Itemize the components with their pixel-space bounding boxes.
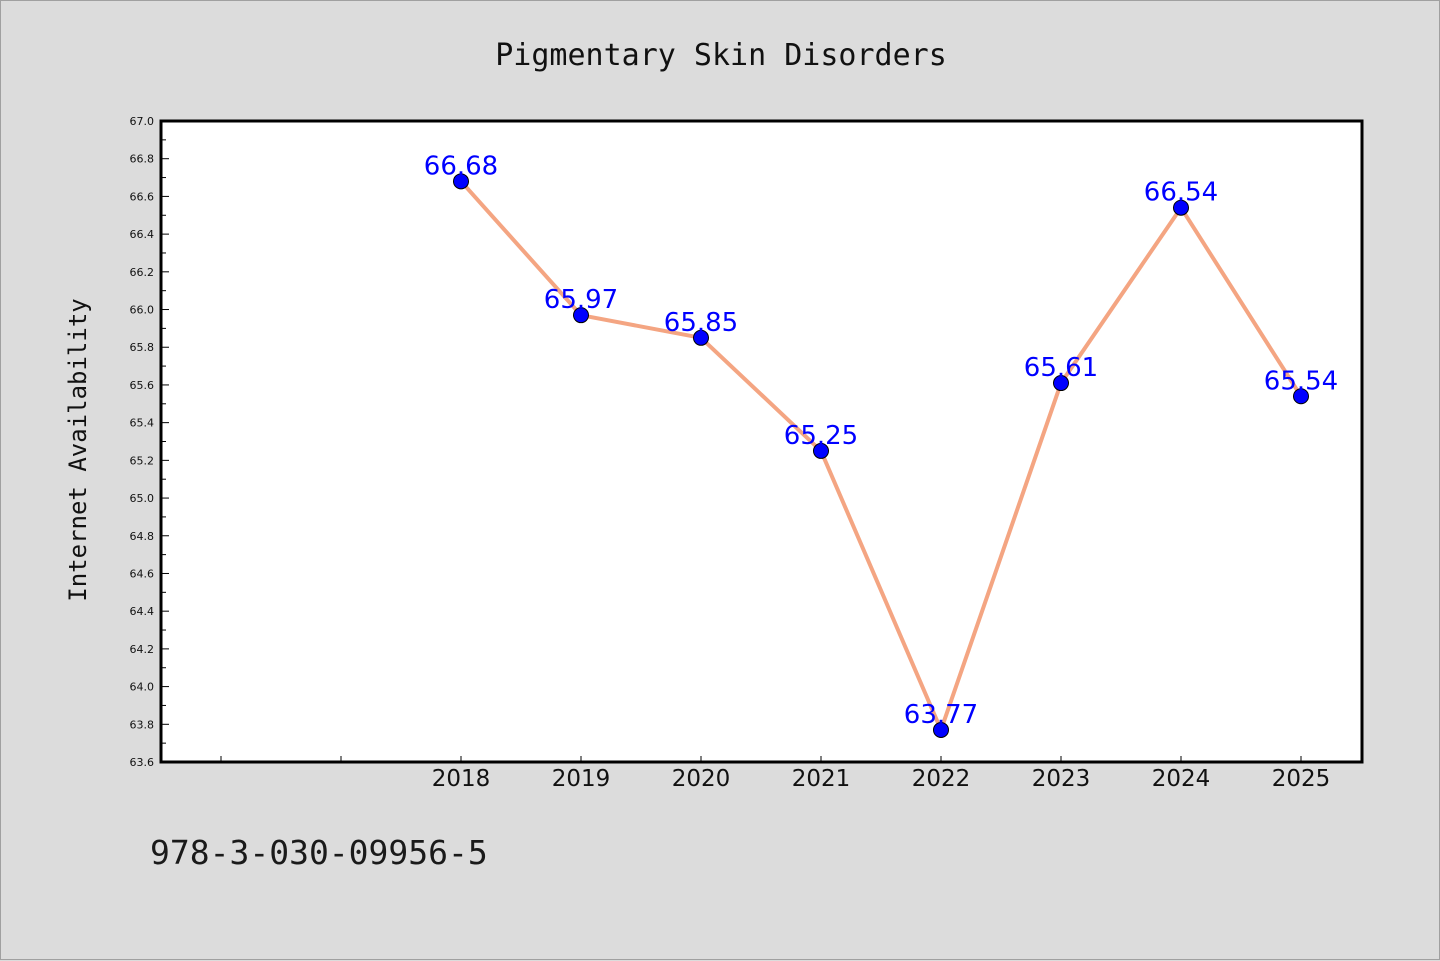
data-point-marker (693, 329, 709, 346)
x-tick-label: 2019 (552, 766, 611, 792)
y-tick-label: 63.8 (130, 718, 155, 731)
data-point-marker (933, 721, 949, 738)
y-axis-label: Internet Availability (64, 298, 92, 601)
data-point-marker (1293, 388, 1309, 405)
x-tick-label: 2020 (672, 766, 731, 792)
y-tick-label: 67.0 (130, 115, 155, 128)
isbn-code: 978-3-030-09956-5 (150, 833, 488, 872)
y-tick-label: 64.0 (130, 681, 155, 694)
data-label: 65.25 (784, 421, 858, 451)
y-tick-label: 65.4 (130, 417, 155, 430)
data-label: 65.54 (1264, 366, 1338, 396)
y-tick-label: 64.2 (130, 643, 155, 656)
plot-frame (159, 119, 1364, 764)
y-tick-label: 65.2 (130, 454, 155, 467)
y-tick-label: 64.6 (130, 567, 155, 580)
x-tick-label: 2021 (792, 766, 851, 792)
y-tick-label: 63.6 (130, 756, 155, 769)
series-line (459, 179, 1303, 732)
y-tick-label: 66.4 (130, 228, 155, 241)
x-tick-label: 2023 (1032, 766, 1091, 792)
series-group (453, 173, 1309, 738)
x-tick-label: 2025 (1272, 766, 1331, 792)
data-point-marker (813, 442, 829, 459)
y-tick-label: 64.8 (130, 530, 155, 543)
y-tick-label: 66.0 (130, 304, 155, 317)
x-axis: 2018 2019 2020 2021 2022 2023 2024 2025 (220, 756, 1331, 792)
data-labels-group: 66.68 65.97 65.85 65.25 63.77 65.61 66.54 65.54 (424, 151, 1338, 730)
y-tick-label: 66.6 (130, 190, 155, 203)
data-label: 65.97 (544, 285, 618, 315)
data-label: 66.54 (1144, 178, 1218, 208)
data-label: 63.77 (904, 700, 978, 730)
data-point-marker (573, 307, 589, 324)
y-tick-label: 65.8 (130, 341, 155, 354)
data-label: 65.85 (664, 308, 738, 338)
data-point-marker (1053, 375, 1069, 392)
y-tick-label: 65.0 (130, 492, 155, 505)
x-tick-label: 2018 (432, 766, 491, 792)
data-point-marker (453, 173, 469, 190)
y-tick-label: 66.8 (130, 153, 155, 166)
chart-title: Pigmentary Skin Disorders (495, 38, 947, 73)
y-tick-label: 64.4 (130, 605, 155, 618)
data-label: 66.68 (424, 151, 498, 181)
plot-area (161, 121, 1362, 762)
x-tick-label: 2022 (912, 766, 971, 792)
y-tick-label: 65.6 (130, 379, 155, 392)
data-point-marker (1173, 199, 1189, 216)
y-axis: 63.6 63.8 64.0 64.2 64.4 64.6 64.8 65.0 65.2 65.4… (130, 115, 169, 769)
x-tick-label: 2024 (1152, 766, 1211, 792)
data-label: 65.61 (1024, 353, 1098, 383)
y-tick-label: 66.2 (130, 266, 155, 279)
